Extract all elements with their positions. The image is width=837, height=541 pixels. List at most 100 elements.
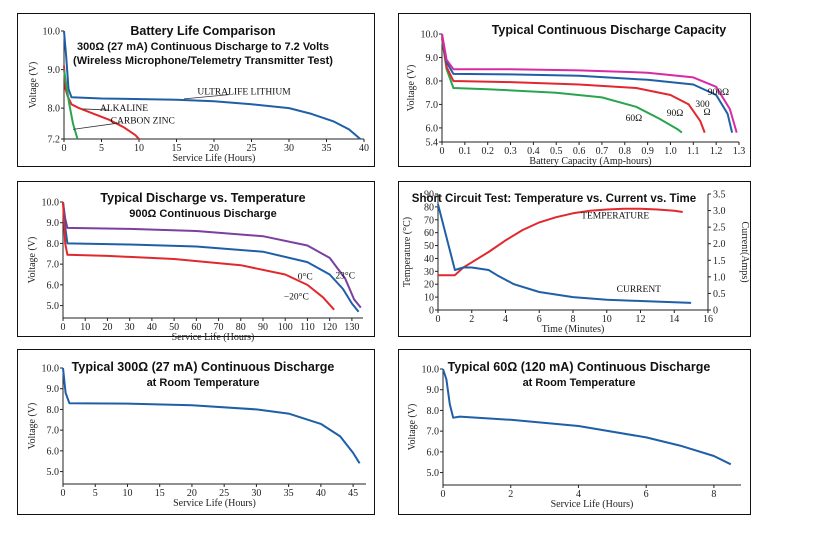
series-annotation: Ω bbox=[703, 108, 710, 118]
chart-panel-short-circuit-test: Short Circuit Test: Temperature vs. Curr… bbox=[398, 181, 751, 337]
y-tick-label: 7.2 bbox=[48, 135, 61, 146]
y-tick-label: 8.0 bbox=[48, 104, 61, 115]
chart-title: Typical Continuous Discharge Capacity bbox=[492, 23, 727, 37]
y2-tick-label: 1.5 bbox=[713, 256, 726, 267]
y-axis-label: Voltage (V) bbox=[28, 62, 39, 109]
x-tick-label: 35 bbox=[322, 143, 332, 154]
annotation-leader-line bbox=[72, 122, 121, 130]
x-tick-label: 120 bbox=[322, 322, 337, 333]
x-tick-label: 80 bbox=[236, 322, 246, 333]
x-tick-label: 15 bbox=[172, 143, 182, 154]
x-tick-label: 40 bbox=[147, 322, 157, 333]
y-tick-label: 9.0 bbox=[47, 218, 60, 229]
x-axis-label: Service Life (Hours) bbox=[172, 332, 255, 343]
x-tick-label: 100 bbox=[278, 322, 293, 333]
chart-title: Short Circuit Test: Temperature vs. Curr… bbox=[412, 193, 696, 205]
x-tick-label: 30 bbox=[251, 488, 261, 499]
x-tick-label: 1.1 bbox=[687, 146, 700, 157]
x-tick-label: 10 bbox=[80, 322, 90, 333]
series-line-ultralife-lithium bbox=[63, 30, 361, 140]
series-line-900- bbox=[441, 33, 738, 133]
chart-panel-continuous-discharge-capacity: Typical Continuous Discharge Capacity 0 0.… bbox=[398, 13, 751, 167]
series-annotation: 60Ω bbox=[626, 114, 643, 124]
x-tick-label: 5 bbox=[99, 143, 104, 154]
x-tick-label: 110 bbox=[300, 322, 315, 333]
x-tick-label: 10 bbox=[122, 488, 132, 499]
x-axis-label: Service Life (Hours) bbox=[173, 498, 256, 509]
chart-svg: Typical 60Ω (120 mA) Continuous Discharg… bbox=[407, 360, 741, 510]
y-tick-label: 8.0 bbox=[426, 76, 439, 87]
x-tick-label: 35 bbox=[284, 488, 294, 499]
chart-subtitle: 300Ω (27 mA) Continuous Discharge to 7.2… bbox=[77, 41, 329, 53]
chart-title: Typical Discharge vs. Temperature bbox=[100, 191, 305, 205]
x-tick-label: 0.7 bbox=[596, 146, 609, 157]
series-line-0 bbox=[62, 367, 361, 464]
y-tick-label: 5.0 bbox=[427, 468, 440, 479]
chart-svg: Short Circuit Test: Temperature vs. Curr… bbox=[402, 190, 750, 336]
x-tick-label: 1.3 bbox=[733, 146, 746, 157]
y-tick-label: 7.0 bbox=[426, 100, 439, 111]
x-tick-label: 0.6 bbox=[573, 146, 586, 157]
y2-tick-label: 0.5 bbox=[713, 289, 726, 300]
y2-tick-label: 3.0 bbox=[713, 206, 726, 217]
annotation-leader-line bbox=[183, 94, 230, 100]
y-tick-label: 8.0 bbox=[47, 405, 60, 416]
annotation-leader-line bbox=[82, 108, 110, 111]
series-line-60- bbox=[441, 38, 683, 134]
series-annotation: −20°C bbox=[284, 291, 309, 302]
y-tick-label: 8.0 bbox=[427, 406, 440, 417]
y-tick-label: 10 bbox=[424, 293, 434, 304]
y-tick-label: 10.0 bbox=[421, 30, 439, 41]
y-tick-label: 10.0 bbox=[43, 27, 61, 38]
y-tick-label: 10.0 bbox=[42, 364, 60, 375]
series-annotation: 90Ω bbox=[667, 109, 684, 119]
chart-svg: Typical 300Ω (27 mA) Continuous Discharg… bbox=[27, 360, 366, 509]
y-tick-label: 6.0 bbox=[47, 280, 60, 291]
x-tick-label: 40 bbox=[316, 488, 326, 499]
x-tick-label: 4 bbox=[503, 314, 508, 325]
x-tick-label: 0.8 bbox=[619, 146, 632, 157]
x-tick-label: 14 bbox=[669, 314, 679, 325]
x-tick-label: 130 bbox=[344, 322, 359, 333]
chart-panel-battery-life-comparison: Battery Life Comparison 300Ω (27 mA) Cont… bbox=[17, 13, 375, 167]
y-tick-label: 6.0 bbox=[427, 447, 440, 458]
x-tick-label: 0 bbox=[436, 314, 441, 325]
y-tick-label: 40 bbox=[424, 254, 434, 265]
x-tick-label: 0.5 bbox=[550, 146, 563, 157]
y-tick-label: 6.0 bbox=[426, 123, 439, 134]
y2-axis-label: Current(Amps) bbox=[739, 221, 750, 282]
x-tick-label: 0 bbox=[440, 146, 445, 157]
x-axis-label: Time (Minutes) bbox=[542, 324, 605, 335]
chart-panel-60-ohm-discharge: Typical 60Ω (120 mA) Continuous Discharg… bbox=[398, 349, 751, 515]
x-tick-label: 0 bbox=[441, 489, 446, 500]
y2-tick-label: 1.0 bbox=[713, 272, 726, 283]
chart-title: Typical 300Ω (27 mA) Continuous Discharg… bbox=[72, 360, 335, 374]
y-tick-label: 70 bbox=[424, 215, 434, 226]
x-tick-label: 0.2 bbox=[481, 146, 494, 157]
x-tick-label: 6 bbox=[537, 314, 542, 325]
x-tick-label: 0.9 bbox=[641, 146, 654, 157]
chart-svg: Typical Discharge vs. Temperature 900Ω Co… bbox=[27, 191, 363, 343]
series-line-0 bbox=[442, 368, 732, 466]
y-axis-label: Voltage (V) bbox=[27, 403, 38, 450]
series-line-0-c bbox=[62, 201, 360, 313]
x-tick-label: 30 bbox=[125, 322, 135, 333]
x-tick-label: 8 bbox=[711, 489, 716, 500]
x-axis-label: Service Life (Hours) bbox=[173, 153, 256, 164]
chart-svg: Battery Life Comparison 300Ω (27 mA) Cont… bbox=[28, 24, 369, 164]
y-axis-label: Voltage (V) bbox=[27, 237, 38, 284]
chart-subtitle: at Room Temperature bbox=[523, 377, 636, 389]
chart-panel-discharge-vs-temperature: Typical Discharge vs. Temperature 900Ω Co… bbox=[17, 181, 375, 343]
series-annotation: ALKALINE bbox=[100, 104, 148, 114]
chart-subtitle: at Room Temperature bbox=[147, 377, 260, 389]
x-tick-label: 2 bbox=[469, 314, 474, 325]
y2-tick-label: 2.0 bbox=[713, 239, 726, 250]
series-annotation: 900Ω bbox=[708, 88, 729, 98]
y-tick-label: 50 bbox=[424, 241, 434, 252]
series-line-90- bbox=[441, 36, 706, 133]
series-line-current bbox=[437, 204, 692, 304]
y-tick-label: 9.0 bbox=[426, 53, 439, 64]
series-line-300- bbox=[441, 33, 734, 133]
y-tick-label: 7.0 bbox=[427, 427, 440, 438]
y-tick-label: 7.0 bbox=[47, 260, 60, 271]
